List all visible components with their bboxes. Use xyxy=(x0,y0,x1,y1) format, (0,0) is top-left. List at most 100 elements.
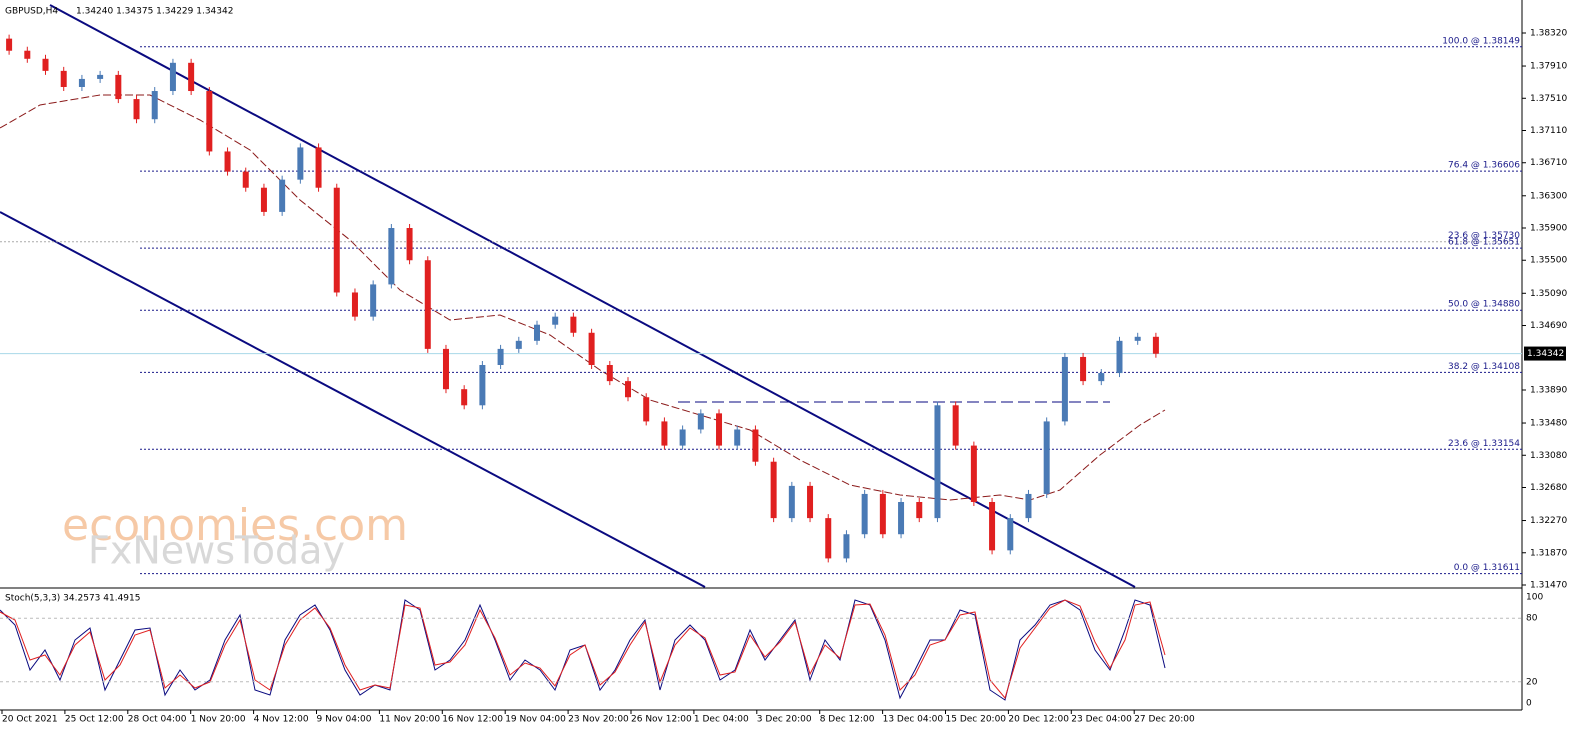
fibo-label: 23.6 @ 1.33154 xyxy=(1448,439,1520,449)
price-label: 1.31470 xyxy=(1530,581,1567,591)
candle xyxy=(370,284,377,317)
candle xyxy=(279,179,286,212)
fibo-label: 50.0 @ 1.34880 xyxy=(1448,300,1520,310)
price-label: 1.33480 xyxy=(1530,419,1567,429)
candle xyxy=(1152,336,1159,354)
candle xyxy=(788,485,795,519)
candle xyxy=(661,421,668,446)
price-label: 1.38320 xyxy=(1530,29,1567,39)
candle xyxy=(752,429,759,462)
candle xyxy=(570,316,577,333)
candle xyxy=(169,62,176,92)
time-label: 11 Nov 20:00 xyxy=(379,715,440,725)
time-label: 25 Oct 12:00 xyxy=(65,715,124,725)
candle xyxy=(861,493,868,535)
candle xyxy=(1043,421,1050,494)
stoch-level-label: 80 xyxy=(1526,614,1538,624)
candle xyxy=(97,74,104,79)
candle xyxy=(697,413,704,430)
candle xyxy=(716,413,723,446)
time-label: 9 Nov 04:00 xyxy=(317,715,372,725)
candle xyxy=(552,316,559,325)
price-label: 1.31870 xyxy=(1530,548,1567,558)
candle xyxy=(515,340,522,349)
watermark-2: FxNewsToday xyxy=(88,529,345,573)
time-label: 13 Dec 04:00 xyxy=(883,715,944,725)
price-label: 1.37910 xyxy=(1530,62,1567,72)
stoch-header: Stoch(5,3,3) 34.2573 41.4915 xyxy=(5,594,140,604)
channel-upper xyxy=(49,4,1136,588)
candle xyxy=(1116,340,1123,374)
fibo-label: 100.0 @ 1.38149 xyxy=(1442,36,1520,46)
time-label: 1 Nov 20:00 xyxy=(191,715,246,725)
candle xyxy=(315,147,322,188)
price-label: 1.36710 xyxy=(1530,158,1567,168)
candle xyxy=(643,397,650,422)
time-label: 26 Nov 12:00 xyxy=(631,715,692,725)
fibo-label: 61.8 @ 1.35651 xyxy=(1448,238,1520,248)
candle xyxy=(734,429,741,446)
candle xyxy=(898,501,905,535)
candle xyxy=(1025,493,1032,519)
candle xyxy=(588,332,595,366)
candle xyxy=(679,429,686,446)
candle xyxy=(1007,518,1014,551)
candle xyxy=(351,292,358,317)
price-label: 1.32270 xyxy=(1530,516,1567,526)
current-price-label: 1.34342 xyxy=(1527,349,1564,359)
time-label: 15 Dec 20:00 xyxy=(946,715,1007,725)
candle xyxy=(952,405,959,446)
candle xyxy=(297,147,304,180)
price-label: 1.35900 xyxy=(1530,224,1567,234)
price-label: 1.37110 xyxy=(1530,126,1567,136)
candle xyxy=(1061,356,1068,422)
candle xyxy=(1098,373,1105,382)
time-label: 1 Dec 04:00 xyxy=(694,715,749,725)
candle xyxy=(24,50,31,59)
candle xyxy=(406,228,413,261)
time-label: 28 Oct 04:00 xyxy=(128,715,187,725)
price-label: 1.36300 xyxy=(1530,191,1567,201)
price-label: 1.35500 xyxy=(1530,256,1567,266)
time-label: 23 Nov 20:00 xyxy=(568,715,629,725)
fibo-label: 76.4 @ 1.36606 xyxy=(1448,161,1520,171)
candle xyxy=(388,228,395,285)
fibo-label: 38.2 @ 1.34108 xyxy=(1448,362,1520,372)
candle xyxy=(533,324,540,341)
candle xyxy=(879,493,886,535)
price-label: 1.37510 xyxy=(1530,94,1567,104)
candle xyxy=(424,260,431,349)
candle xyxy=(807,485,814,519)
time-label: 4 Nov 12:00 xyxy=(254,715,309,725)
candle xyxy=(78,78,85,87)
stoch-level-label: 20 xyxy=(1526,677,1538,687)
candle xyxy=(916,501,923,519)
candle xyxy=(770,461,777,519)
candle xyxy=(625,381,632,398)
candle xyxy=(825,518,832,559)
candle xyxy=(242,171,249,188)
candle xyxy=(1080,356,1087,382)
candle xyxy=(60,70,67,87)
candle xyxy=(934,405,941,519)
candle xyxy=(970,445,977,502)
candle xyxy=(206,91,213,152)
current-price-box xyxy=(1524,346,1566,361)
candle xyxy=(188,62,195,92)
fibo-label: 0.0 @ 1.31611 xyxy=(1454,563,1520,573)
candle xyxy=(6,38,13,51)
symbol: GBPUSD,H4 xyxy=(5,7,58,17)
candle xyxy=(461,389,468,406)
channel-lower xyxy=(0,211,706,588)
time-label: 16 Nov 12:00 xyxy=(442,715,503,725)
time-label: 27 Dec 20:00 xyxy=(1134,715,1195,725)
time-label: 3 Dec 20:00 xyxy=(757,715,812,725)
time-label: 20 Dec 12:00 xyxy=(1008,715,1069,725)
candle xyxy=(133,99,140,120)
candle xyxy=(442,348,449,390)
candle xyxy=(606,365,613,382)
stoch-level-label: 0 xyxy=(1526,699,1532,709)
stoch-signal xyxy=(0,599,1166,700)
stoch-level-label: 100 xyxy=(1526,593,1543,603)
